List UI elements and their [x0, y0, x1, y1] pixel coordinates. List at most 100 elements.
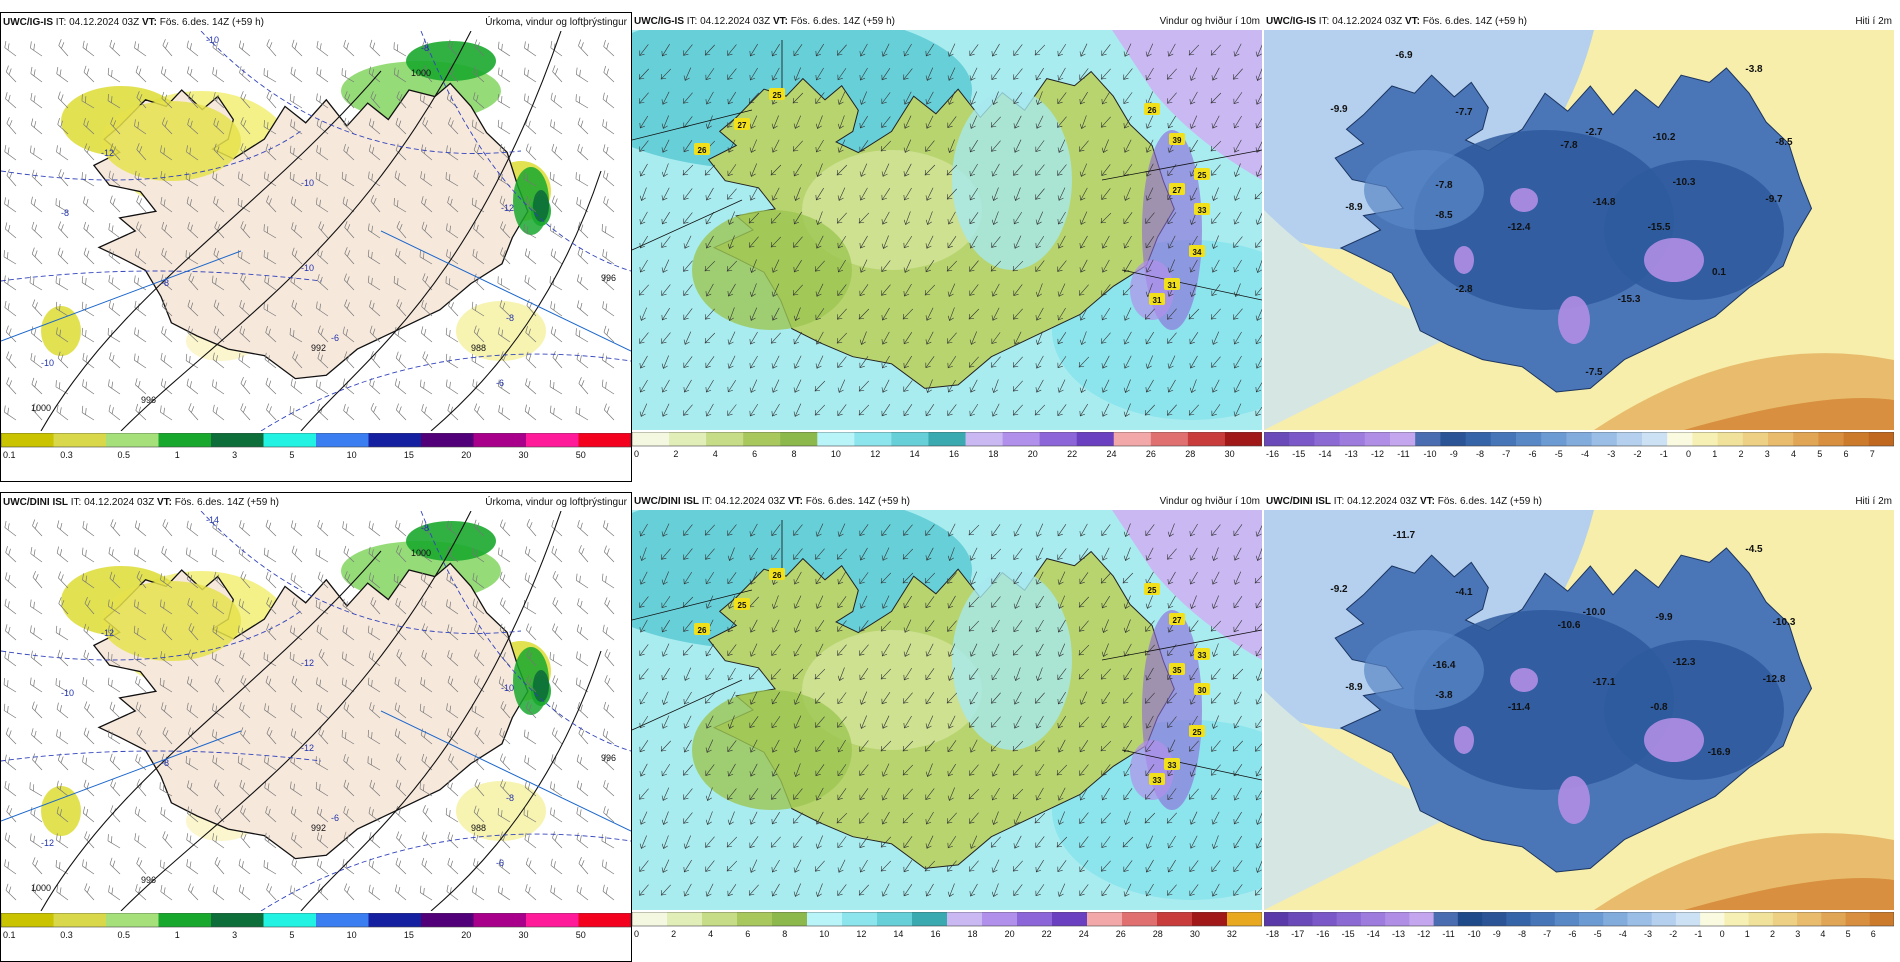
legend-label: 2 — [1739, 449, 1744, 459]
map-canvas: 1000 996 992 988 1000 996 -14 -12 -10 -12 -8 -10 -12… — [1, 511, 631, 911]
temperature-contour-label: -10 — [206, 35, 219, 45]
legend-swatch — [1, 433, 54, 447]
panel-title: Vindur og hviður í 10m — [1159, 496, 1260, 507]
legend-swatch — [817, 432, 855, 446]
isobar-label: 996 — [601, 753, 616, 763]
temperature-label: -14.8 — [1593, 197, 1616, 208]
legend-swatch — [1385, 912, 1410, 926]
legend-swatch — [421, 433, 474, 447]
isobar-label: 996 — [141, 875, 156, 885]
temperature-label: -8.9 — [1345, 202, 1363, 213]
legend-swatch — [53, 433, 107, 447]
panel-run-info: UWC/DINI ISL IT: 04.12.2024 03Z VT: Fös.… — [3, 496, 279, 510]
svg-text:33: 33 — [1153, 776, 1162, 785]
isobar-label: 996 — [141, 395, 156, 405]
panel-title: Vindur og hviður í 10m — [1159, 16, 1260, 27]
header-vt-label: VT: — [156, 497, 172, 508]
gust-label: 26 — [694, 623, 710, 635]
legend-swatch — [1187, 432, 1226, 446]
color-legend: 0.1 0.3 0.5 1 3 5 10 15 20 30 50 — [1, 433, 631, 463]
temperature-label: -9.2 — [1330, 584, 1348, 595]
header-vt: Fös. 6.des. 14Z — [159, 17, 230, 28]
legend-swatch — [211, 913, 264, 927]
gust-label: 31 — [1149, 293, 1165, 305]
legend-swatch — [1642, 432, 1668, 446]
legend-swatch — [1314, 432, 1341, 446]
temperature-contour-label: -6 — [331, 813, 339, 823]
legend-swatch — [1667, 432, 1693, 446]
legend-swatch — [1433, 912, 1459, 926]
svg-text:26: 26 — [698, 626, 707, 635]
legend-label: 14 — [893, 929, 903, 939]
legend-swatch — [702, 912, 738, 926]
legend-label: -1 — [1660, 449, 1668, 459]
legend-swatch — [1264, 432, 1290, 446]
svg-text:33: 33 — [1168, 761, 1177, 770]
legend-swatch — [1360, 912, 1386, 926]
svg-text:31: 31 — [1168, 281, 1177, 290]
gust-label: 26 — [769, 568, 785, 580]
svg-text:34: 34 — [1193, 248, 1202, 257]
legend-label: -8 — [1518, 929, 1526, 939]
legend-label: -7 — [1543, 929, 1551, 939]
legend-swatch — [1579, 912, 1604, 926]
legend-swatch — [772, 912, 808, 926]
legend-swatch — [1603, 912, 1628, 926]
svg-text:26: 26 — [698, 146, 707, 155]
legend-swatch — [368, 433, 422, 447]
header-lead: (+59 h) — [878, 496, 910, 507]
svg-text:33: 33 — [1198, 206, 1207, 215]
temperature-contour-label: -14 — [206, 515, 219, 525]
temperature-contour-label: -12 — [101, 628, 114, 638]
temperature-label: -7.5 — [1585, 367, 1603, 378]
legend-label: -2 — [1669, 929, 1677, 939]
panel-header: UWC/DINI ISL IT: 04.12.2024 03Z VT: Fös.… — [634, 495, 1260, 509]
legend-swatch — [421, 913, 474, 927]
legend-swatch — [632, 912, 668, 926]
header-vt-label: VT: — [1419, 496, 1435, 507]
header-vt-label: VT: — [787, 496, 803, 507]
legend-swatch — [1482, 912, 1507, 926]
temperature-contour-label: -6 — [496, 858, 504, 868]
temperature-label: -15.5 — [1648, 222, 1671, 233]
legend-label: 24 — [1079, 929, 1089, 939]
legend-label: 4 — [713, 449, 718, 459]
legend-swatch — [1224, 432, 1262, 446]
map-canvas: 26 25 26 25 27 33 35 30 25 33 33 — [632, 510, 1262, 910]
legend-label: 0 — [1720, 929, 1725, 939]
svg-text:26: 26 — [1148, 106, 1157, 115]
header-vt: Fös. 6.des. 14Z — [790, 16, 861, 27]
panel-header: UWC/IG-IS IT: 04.12.2024 03Z VT: Fös. 6.… — [1266, 15, 1892, 29]
legend-label: 30 — [1225, 449, 1235, 459]
legend-label: 0 — [634, 929, 639, 939]
legend-label: -16 — [1316, 929, 1329, 939]
temperature-label: -15.3 — [1618, 294, 1641, 305]
temperature-label: -16.9 — [1708, 747, 1731, 758]
temperature-label: -17.1 — [1593, 677, 1616, 688]
isobar-label: 992 — [311, 343, 326, 353]
legend-swatch — [1339, 432, 1366, 446]
temperature-label: -7.8 — [1435, 180, 1453, 191]
legend-swatch — [854, 432, 892, 446]
legend-label: -3 — [1607, 449, 1615, 459]
temperature-label: -3.8 — [1435, 690, 1453, 701]
gust-label: 25 — [734, 598, 750, 610]
legend-swatch — [1724, 912, 1750, 926]
temperature-label: -7.8 — [1560, 140, 1578, 151]
temperature-contour-label: -8 — [506, 793, 514, 803]
legend-label: -4 — [1619, 929, 1627, 939]
header-lead: (+59 h) — [1495, 16, 1527, 27]
legend-swatch — [263, 913, 317, 927]
legend-swatch — [1052, 912, 1088, 926]
legend-swatch — [706, 432, 744, 446]
temperature-label: -0.8 — [1650, 702, 1668, 713]
legend-swatch — [1415, 432, 1441, 446]
legend-label: 0 — [1686, 449, 1691, 459]
legend-swatch — [1869, 912, 1894, 926]
legend-swatch — [368, 913, 422, 927]
legend-swatch — [1845, 912, 1871, 926]
legend-label: -15 — [1342, 929, 1355, 939]
map-panel-dini-wind: UWC/DINI ISL IT: 04.12.2024 03Z VT: Fös.… — [632, 492, 1264, 962]
legend-label: -14 — [1367, 929, 1380, 939]
panel-run-info: UWC/IG-IS IT: 04.12.2024 03Z VT: Fös. 6.… — [3, 16, 264, 30]
